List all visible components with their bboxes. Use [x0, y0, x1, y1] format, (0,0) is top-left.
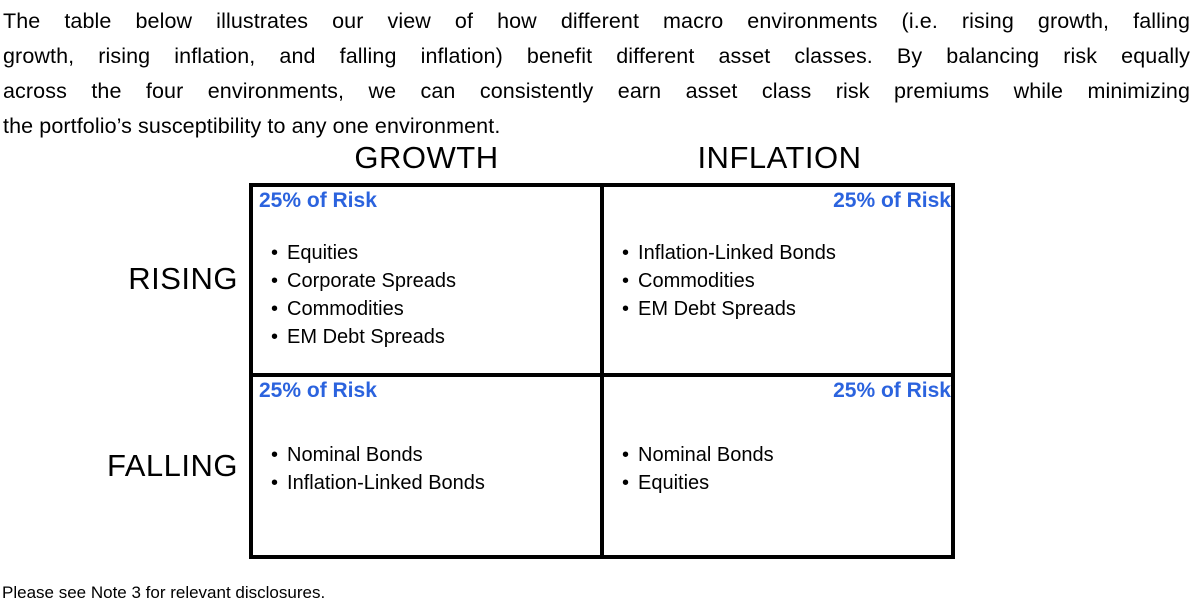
cell-falling-inflation: 25% of Risk • Nominal Bonds • Equities: [604, 377, 951, 555]
footnote: Please see Note 3 for relevant disclosur…: [2, 583, 326, 602]
row-header-rising: RISING: [128, 261, 238, 296]
asset-label: EM Debt Spreads: [638, 298, 796, 320]
bullet-icon: •: [271, 298, 279, 320]
intro-line-2: growth, rising inflation, and falling in…: [3, 44, 1190, 68]
asset-label: Corporate Spreads: [287, 270, 456, 292]
bullet-icon: •: [622, 270, 630, 292]
asset-label: Equities: [638, 472, 710, 494]
asset-list-item: • Inflation-Linked Bonds: [271, 469, 598, 497]
cell-rising-inflation: 25% of Risk • Inflation-Linked Bonds • Comm…: [604, 187, 951, 377]
bullet-icon: •: [271, 444, 279, 466]
asset-list-item: • Inflation-Linked Bonds: [622, 239, 949, 267]
asset-list-item: • Commodities: [271, 295, 598, 323]
asset-list-item: • Nominal Bonds: [622, 441, 949, 469]
asset-label: Inflation-Linked Bonds: [287, 472, 485, 494]
asset-list-item: • Equities: [622, 469, 949, 497]
asset-list-rising-inflation: • Inflation-Linked Bonds • Commodities • EM D…: [610, 239, 949, 323]
asset-label: Commodities: [638, 270, 755, 292]
risk-share-label: 25% of Risk: [259, 189, 377, 212]
asset-list-rising-growth: • Equities • Corporate Spreads • Commodities •…: [259, 239, 598, 351]
risk-share-label: 25% of Risk: [833, 379, 951, 402]
column-header-inflation: INFLATION: [697, 140, 862, 175]
asset-label: Inflation-Linked Bonds: [638, 242, 836, 264]
bullet-icon: •: [622, 242, 630, 264]
asset-list-item: • EM Debt Spreads: [622, 295, 949, 323]
bullet-icon: •: [271, 270, 279, 292]
intro-paragraph: The table below illustrates our view of …: [3, 4, 1190, 144]
asset-list-item: • Equities: [271, 239, 598, 267]
bullet-icon: •: [622, 472, 630, 494]
asset-list-falling-inflation: • Nominal Bonds • Equities: [610, 441, 949, 497]
row-header-falling: FALLING: [107, 448, 238, 483]
asset-list-item: • EM Debt Spreads: [271, 323, 598, 351]
intro-line-4: the portfolio’s susceptibility to any on…: [3, 114, 501, 138]
asset-label: EM Debt Spreads: [287, 326, 445, 348]
column-header-growth: GROWTH: [354, 140, 499, 175]
bullet-icon: •: [271, 242, 279, 264]
intro-line-3: across the four environments, we can con…: [3, 79, 1190, 103]
bullet-icon: •: [271, 326, 279, 348]
risk-share-label: 25% of Risk: [833, 189, 951, 212]
asset-label: Nominal Bonds: [638, 444, 774, 466]
bullet-icon: •: [271, 472, 279, 494]
cell-rising-growth: 25% of Risk • Equities • Corporate Spreads •…: [253, 187, 604, 377]
intro-line-1: The table below illustrates our view of …: [3, 9, 1190, 33]
asset-label: Nominal Bonds: [287, 444, 423, 466]
asset-list-item: • Corporate Spreads: [271, 267, 598, 295]
asset-list-item: • Commodities: [622, 267, 949, 295]
risk-share-label: 25% of Risk: [259, 379, 377, 402]
bullet-icon: •: [622, 298, 630, 320]
asset-label: Commodities: [287, 298, 404, 320]
bullet-icon: •: [622, 444, 630, 466]
cell-falling-growth: 25% of Risk • Nominal Bonds • Inflation-Lin…: [253, 377, 604, 555]
asset-list-falling-growth: • Nominal Bonds • Inflation-Linked Bonds: [259, 441, 598, 497]
asset-label: Equities: [287, 242, 359, 264]
risk-matrix-table: 25% of Risk • Equities • Corporate Spreads •…: [249, 183, 955, 559]
asset-list-item: • Nominal Bonds: [271, 441, 598, 469]
